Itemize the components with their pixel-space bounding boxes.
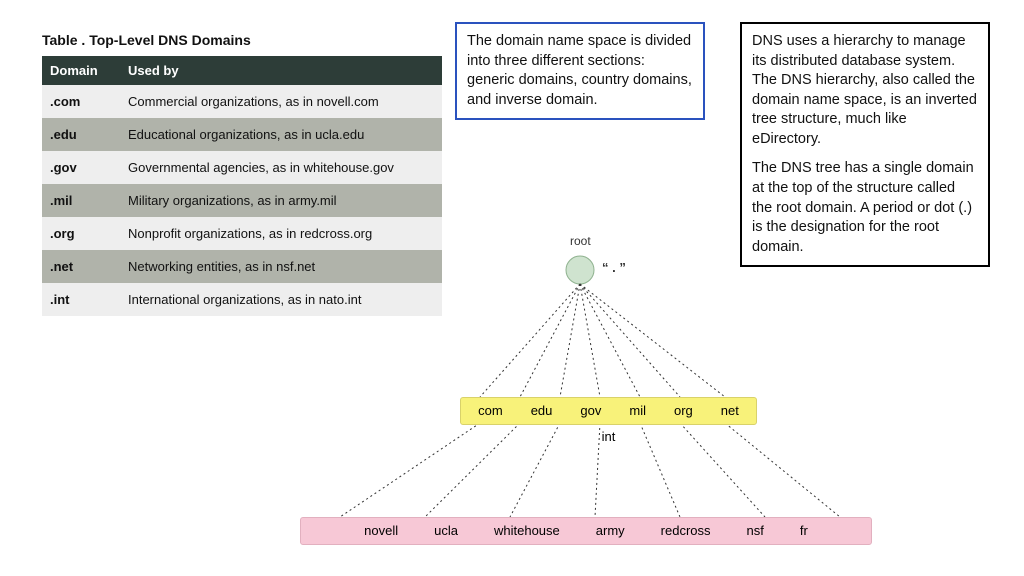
table-title: Table . Top-Level DNS Domains <box>42 32 251 48</box>
domain-cell: .edu <box>42 118 120 151</box>
tld-item: com <box>478 398 503 424</box>
tree-edge <box>510 423 560 517</box>
sub-item: novell <box>364 518 398 544</box>
sub-item: whitehouse <box>494 518 560 544</box>
tree-edge <box>560 284 580 397</box>
tree-edge <box>480 284 580 397</box>
table-row: .milMilitary organizations, as in army.m… <box>42 184 442 217</box>
tree-edge <box>680 423 765 517</box>
tld-item: gov <box>580 398 601 424</box>
domain-cell: .int <box>42 283 120 316</box>
domain-cell: .mil <box>42 184 120 217</box>
table-header-row: Domain Used by <box>42 56 442 85</box>
domain-cell: .gov <box>42 151 120 184</box>
root-node-circle <box>566 256 594 284</box>
domain-cell: .net <box>42 250 120 283</box>
col-usedby: Used by <box>120 56 442 85</box>
tree-edge <box>580 284 680 397</box>
table-row: .govGovernmental agencies, as in whiteho… <box>42 151 442 184</box>
tld-band: comedugovmilorgnetint <box>460 397 757 425</box>
tree-edge <box>725 423 840 517</box>
tld-item: int <box>602 424 616 450</box>
usedby-cell: Commercial organizations, as in novell.c… <box>120 85 442 118</box>
tree-edge <box>580 284 600 397</box>
tree-edge <box>425 423 520 517</box>
table-row: .comCommercial organizations, as in nove… <box>42 85 442 118</box>
tree-edge <box>340 423 480 517</box>
tld-item: net <box>721 398 739 424</box>
domain-cell: .org <box>42 217 120 250</box>
sub-item: fr <box>800 518 808 544</box>
col-domain: Domain <box>42 56 120 85</box>
callout-blue: The domain name space is divided into th… <box>455 22 705 120</box>
tree-edge <box>520 284 580 397</box>
tree-edge <box>580 284 640 397</box>
tld-item: org <box>674 398 693 424</box>
usedby-cell: Educational organizations, as in ucla.ed… <box>120 118 442 151</box>
sub-item: nsf <box>747 518 764 544</box>
table-row: .eduEducational organizations, as in ucl… <box>42 118 442 151</box>
callout-black-p1: DNS uses a hierarchy to manage its distr… <box>752 32 978 149</box>
tree-edge <box>580 284 725 397</box>
tree-edge <box>640 423 680 517</box>
tld-item: mil <box>629 398 646 424</box>
dns-tree-diagram <box>270 230 890 560</box>
sub-item: army <box>596 518 625 544</box>
usedby-cell: Governmental agencies, as in whitehouse.… <box>120 151 442 184</box>
usedby-cell: Military organizations, as in army.mil <box>120 184 442 217</box>
sub-item: redcross <box>661 518 711 544</box>
domain-cell: .com <box>42 85 120 118</box>
sub-item: ucla <box>434 518 458 544</box>
tld-item: edu <box>531 398 553 424</box>
sub-band: novell ucla whitehouse army redcross nsf fr <box>300 517 872 545</box>
callout-blue-text: The domain name space is divided into th… <box>467 32 693 110</box>
